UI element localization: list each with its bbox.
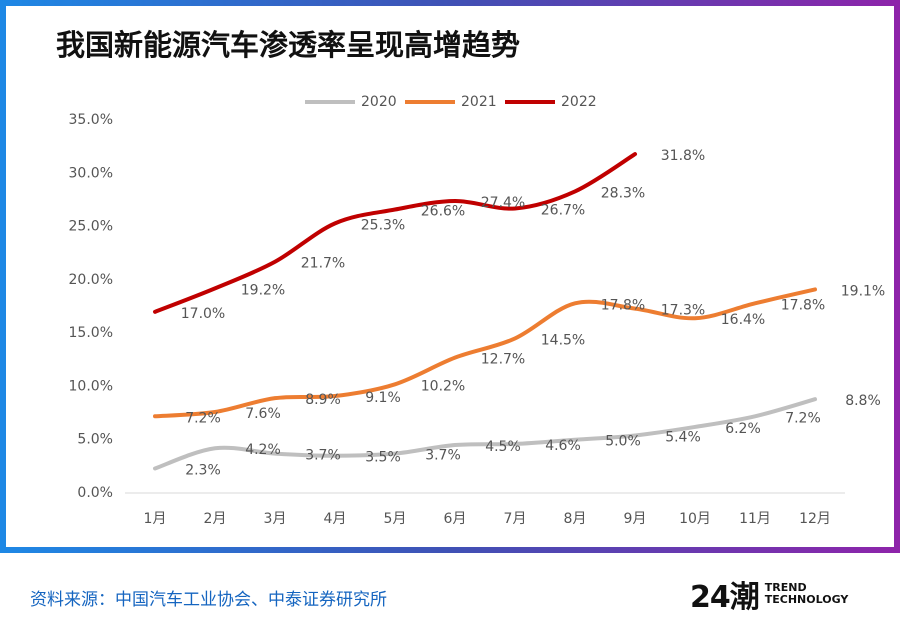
x-tick-label: 7月 xyxy=(504,511,527,527)
x-tick-label: 1月 xyxy=(144,511,167,527)
data-label: 17.3% xyxy=(661,303,705,319)
legend-label: 2021 xyxy=(461,94,497,110)
data-label: 4.5% xyxy=(485,439,521,455)
data-label: 3.5% xyxy=(365,450,401,466)
legend-label: 2020 xyxy=(361,94,397,110)
data-label: 7.6% xyxy=(245,406,281,422)
logo-main: 24潮 xyxy=(690,580,760,615)
data-label: 6.2% xyxy=(725,421,761,437)
x-tick-label: 2月 xyxy=(204,511,227,527)
data-label: 25.3% xyxy=(361,217,405,233)
x-tick-label: 9月 xyxy=(624,511,647,527)
data-label: 14.5% xyxy=(541,332,585,348)
data-label: 3.7% xyxy=(425,448,461,464)
data-label: 17.8% xyxy=(601,297,645,313)
data-label: 12.7% xyxy=(481,352,525,368)
data-label: 26.6% xyxy=(421,204,465,220)
y-tick-label: 25.0% xyxy=(69,219,113,235)
title: 我国新能源汽车渗透率呈现高增趋势 xyxy=(56,28,521,62)
y-tick-label: 35.0% xyxy=(69,112,113,128)
logo-sub: TREND TECHNOLOGY xyxy=(764,581,849,606)
data-label: 8.8% xyxy=(845,393,881,409)
data-label: 27.4% xyxy=(481,195,525,211)
data-label: 2.3% xyxy=(185,462,221,478)
y-tick-label: 20.0% xyxy=(69,272,113,288)
logo: 24潮 TREND TECHNOLOGY xyxy=(690,572,855,616)
x-tick-label: 12月 xyxy=(799,511,831,527)
x-tick-label: 11月 xyxy=(739,511,771,527)
data-label: 19.2% xyxy=(241,282,285,298)
data-label: 31.8% xyxy=(661,148,705,164)
y-tick-label: 15.0% xyxy=(69,325,113,341)
series-line xyxy=(153,397,817,471)
data-label: 3.7% xyxy=(305,448,341,464)
data-label: 4.6% xyxy=(545,438,581,454)
data-label: 5.4% xyxy=(665,429,701,445)
data-label: 19.1% xyxy=(841,283,885,299)
data-label: 16.4% xyxy=(721,312,765,328)
x-tick-label: 10月 xyxy=(679,511,711,527)
data-label: 7.2% xyxy=(185,410,221,426)
x-tick-label: 6月 xyxy=(444,511,467,527)
data-label: 21.7% xyxy=(301,256,345,272)
series-line xyxy=(153,152,637,314)
data-label: 17.8% xyxy=(781,297,825,313)
data-label: 17.0% xyxy=(181,306,225,322)
x-tick-label: 4月 xyxy=(324,511,347,527)
y-tick-label: 5.0% xyxy=(77,432,113,448)
data-label: 5.0% xyxy=(605,434,641,450)
legend-label: 2022 xyxy=(561,94,597,110)
data-label: 9.1% xyxy=(365,390,401,406)
y-tick-label: 10.0% xyxy=(69,378,113,394)
source: 资料来源：中国汽车工业协会、中泰证券研究所 xyxy=(30,590,387,610)
inner xyxy=(6,6,894,547)
series-line xyxy=(153,287,817,419)
data-label: 4.2% xyxy=(245,442,281,458)
x-tick-label: 5月 xyxy=(384,511,407,527)
y-tick-label: 30.0% xyxy=(69,165,113,181)
x-tick-label: 8月 xyxy=(564,511,587,527)
x-tick-label: 3月 xyxy=(264,511,287,527)
data-label: 7.2% xyxy=(785,410,821,426)
y-tick-label: 0.0% xyxy=(77,485,113,501)
data-label: 8.9% xyxy=(305,392,341,408)
data-label: 26.7% xyxy=(541,202,585,218)
frame xyxy=(0,0,900,553)
data-label: 10.2% xyxy=(421,378,465,394)
data-label: 28.3% xyxy=(601,185,645,201)
